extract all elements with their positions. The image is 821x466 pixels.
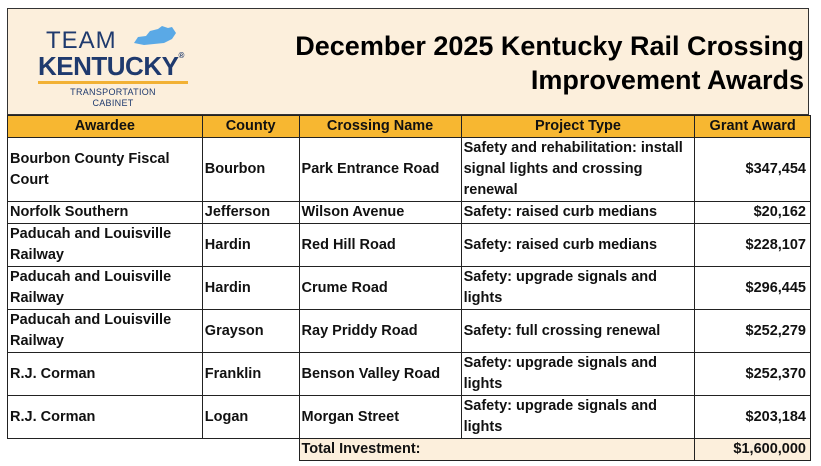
award-sheet: TEAM KENTUCKY® TRANSPORTATION CABINET De… — [7, 8, 811, 461]
logo-gold-bar — [38, 81, 188, 84]
cell-award: $296,445 — [694, 266, 811, 310]
cell-project: Safety: raised curb medians — [460, 201, 696, 224]
logo-kentucky-text: KENTUCKY® — [38, 51, 184, 81]
title-line-2: Improvement Awards — [530, 65, 804, 95]
cell-award: $252,370 — [694, 352, 811, 396]
cell-county: Franklin — [201, 352, 300, 396]
column-header-awardee: Awardee — [7, 115, 203, 138]
cell-awardee: R.J. Corman — [7, 352, 203, 396]
team-kentucky-logo: TEAM KENTUCKY® TRANSPORTATION CABINET — [38, 26, 188, 108]
cell-awardee: Paducah and Louisville Railway — [7, 266, 203, 310]
cell-crossing: Ray Priddy Road — [298, 309, 462, 353]
cell-award: $252,279 — [694, 309, 811, 353]
total-row: Total Investment: $1,600,000 — [7, 438, 811, 461]
logo-team-text: TEAM — [46, 27, 117, 54]
cell-project: Safety: upgrade signals and lights — [460, 266, 696, 310]
cell-project: Safety: upgrade signals and lights — [460, 352, 696, 396]
column-header-project-type: Project Type — [460, 115, 696, 138]
cell-award: $203,184 — [694, 395, 811, 439]
column-header-county: County — [201, 115, 300, 138]
cell-county: Logan — [201, 395, 300, 439]
cell-crossing: Crume Road — [298, 266, 462, 310]
logo-transportation-text: TRANSPORTATION — [70, 87, 156, 97]
table-row: Paducah and Louisville Railway Hardin Re… — [7, 223, 811, 267]
cell-county: Grayson — [201, 309, 300, 353]
cell-project: Safety: full crossing renewal — [460, 309, 696, 353]
cell-crossing: Benson Valley Road — [298, 352, 462, 396]
kentucky-state-icon — [134, 26, 176, 45]
table-row: Paducah and Louisville Railway Grayson R… — [7, 309, 811, 353]
header-banner: TEAM KENTUCKY® TRANSPORTATION CABINET De… — [7, 8, 809, 115]
table-row: R.J. Corman Logan Morgan Street Safety: … — [7, 395, 811, 439]
cell-project: Safety: upgrade signals and lights — [460, 395, 696, 439]
cell-crossing: Morgan Street — [298, 395, 462, 439]
table-header-row: Awardee County Crossing Name Project Typ… — [7, 115, 811, 138]
cell-project: Safety and rehabilitation: install signa… — [460, 137, 696, 202]
cell-county: Bourbon — [201, 137, 300, 202]
table-row: Paducah and Louisville Railway Hardin Cr… — [7, 266, 811, 310]
cell-crossing: Park Entrance Road — [298, 137, 462, 202]
page-title: December 2025 Kentucky Rail Crossing Imp… — [244, 29, 804, 97]
column-header-grant-award: Grant Award — [694, 115, 811, 138]
cell-crossing: Wilson Avenue — [298, 201, 462, 224]
cell-awardee: Bourbon County Fiscal Court — [7, 137, 203, 202]
cell-awardee: Paducah and Louisville Railway — [7, 309, 203, 353]
cell-award: $20,162 — [694, 201, 811, 224]
cell-county: Hardin — [201, 266, 300, 310]
total-value: $1,600,000 — [694, 438, 811, 461]
cell-awardee: Paducah and Louisville Railway — [7, 223, 203, 267]
cell-award: $347,454 — [694, 137, 811, 202]
cell-project: Safety: raised curb medians — [460, 223, 696, 267]
cell-award: $228,107 — [694, 223, 811, 267]
total-label: Total Investment: — [298, 438, 696, 461]
column-header-crossing-name: Crossing Name — [298, 115, 462, 138]
table-row: Bourbon County Fiscal Court Bourbon Park… — [7, 137, 811, 202]
cell-county: Jefferson — [201, 201, 300, 224]
table-row: Norfolk Southern Jefferson Wilson Avenue… — [7, 201, 811, 224]
table-row: R.J. Corman Franklin Benson Valley Road … — [7, 352, 811, 396]
cell-awardee: R.J. Corman — [7, 395, 203, 439]
cell-awardee: Norfolk Southern — [7, 201, 203, 224]
cell-county: Hardin — [201, 223, 300, 267]
logo-cabinet-text: CABINET — [92, 98, 134, 108]
cell-crossing: Red Hill Road — [298, 223, 462, 267]
title-line-1: December 2025 Kentucky Rail Crossing — [295, 31, 804, 61]
awards-table: Awardee County Crossing Name Project Typ… — [7, 115, 811, 461]
